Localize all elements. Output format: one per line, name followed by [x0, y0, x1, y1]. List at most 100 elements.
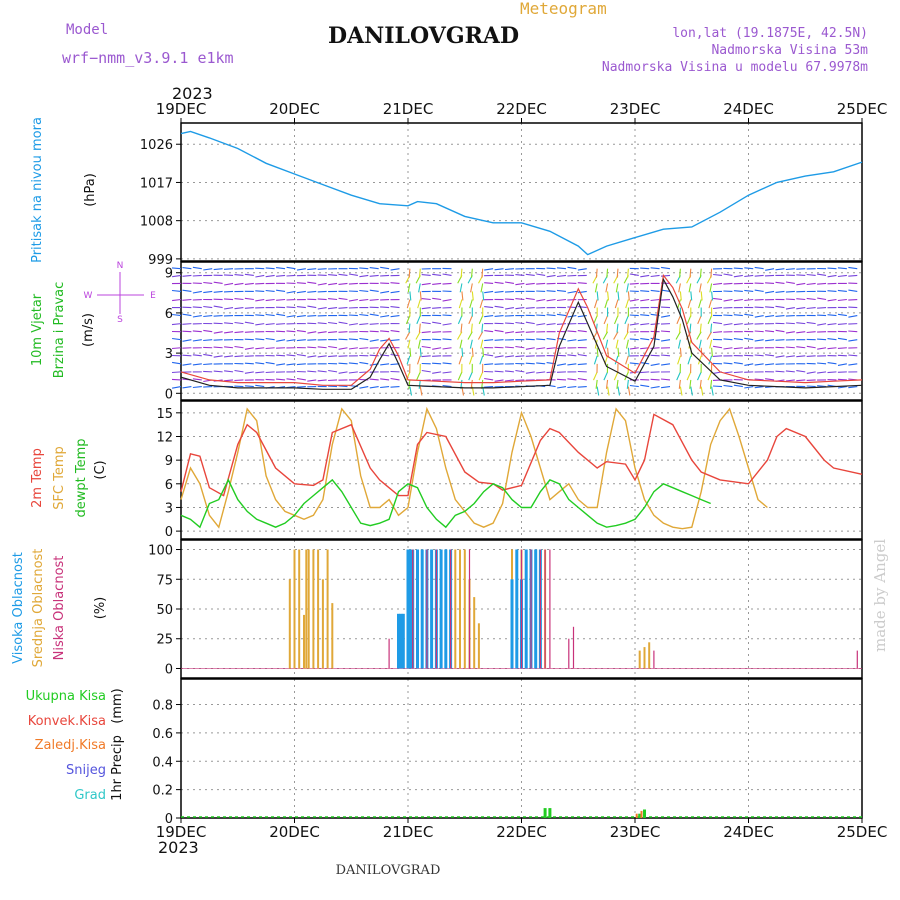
- wind-arrow: [754, 386, 764, 389]
- wind-arrow: [192, 274, 202, 277]
- wind-arrow: [504, 322, 514, 325]
- wind-arrow: [650, 347, 660, 349]
- wind-arrow: [484, 315, 494, 318]
- wind-arrow: [203, 363, 213, 366]
- wind-arrow: [484, 363, 494, 366]
- wind-arrow: [409, 291, 412, 301]
- wind-arrow: [432, 362, 442, 365]
- wind-arrow: [276, 363, 286, 366]
- wind-arrow: [265, 371, 275, 374]
- wind-arrow: [806, 282, 816, 286]
- wind-arrow: [765, 339, 775, 342]
- wind-arrow: [244, 331, 254, 333]
- wind-arrow: [536, 362, 546, 365]
- low-cloud-bar: [520, 549, 523, 669]
- wind-arrow: [244, 385, 254, 388]
- year-bottom: 2023: [158, 838, 199, 857]
- wind-arrow: [359, 298, 369, 302]
- wind-arrow: [234, 345, 244, 349]
- high-cloud-bar: [515, 549, 519, 669]
- wind-arrow: [744, 298, 754, 302]
- wind-arrow: [848, 330, 858, 333]
- wind-arrow: [409, 347, 412, 357]
- wind-arrow: [785, 379, 795, 382]
- ytick-label: 1017: [140, 176, 173, 191]
- wind-arrow: [577, 386, 587, 388]
- wind-arrow: [442, 273, 452, 276]
- low-cloud-bar: [572, 626, 575, 669]
- wind-arrow: [614, 355, 619, 365]
- wind-arrow: [617, 347, 620, 357]
- wind-arrow: [696, 371, 702, 381]
- wind-arrow: [733, 338, 743, 341]
- wind-arrow: [380, 290, 390, 294]
- wind-arrow: [626, 323, 629, 333]
- wind-arrow: [504, 268, 514, 271]
- wind-arrow: [765, 282, 775, 284]
- wind-arrow: [317, 379, 327, 382]
- wind-arrow: [606, 268, 609, 278]
- wind-arrow: [484, 353, 494, 357]
- high-cloud-bar: [406, 549, 410, 669]
- wind-arrow: [390, 268, 400, 271]
- wind-arrow: [827, 323, 837, 326]
- wind-arrow: [765, 290, 775, 294]
- wind-arrow: [660, 330, 671, 333]
- wind-arrow: [557, 386, 567, 389]
- wind-arrow: [407, 339, 411, 349]
- wind-arrow: [629, 338, 639, 341]
- wind-arrow: [504, 298, 514, 301]
- wind-arrow: [338, 282, 348, 285]
- wind-arrow: [432, 282, 442, 285]
- mid-cloud-bar: [305, 549, 308, 669]
- wind-arrow: [733, 290, 743, 293]
- wind-arrow: [678, 323, 681, 333]
- wind-arrow: [837, 386, 847, 389]
- wind-arrow: [806, 385, 816, 388]
- wind-arrow: [213, 281, 223, 284]
- wind-arrow: [380, 315, 390, 318]
- wind-arrow: [244, 362, 254, 365]
- wind-arrow: [192, 330, 202, 333]
- wind-arrow: [709, 379, 713, 389]
- ytick-label: 3: [165, 347, 173, 362]
- wind-arrow: [606, 323, 609, 333]
- wind-arrow: [182, 298, 192, 301]
- wind-arrow: [307, 305, 317, 309]
- wind-arrow: [182, 323, 192, 325]
- wind-arrow: [296, 290, 306, 294]
- wind-arrow: [461, 347, 464, 357]
- wind-arrow: [265, 347, 275, 350]
- wind-arrow: [369, 267, 379, 270]
- wind-arrow: [328, 345, 338, 349]
- wind-arrow: [613, 315, 619, 325]
- wind-arrow: [546, 274, 556, 278]
- cloud-unit: (%): [93, 597, 108, 620]
- low-cloud-bar: [435, 549, 437, 669]
- wind-arrow: [536, 273, 546, 276]
- wind-arrow: [223, 298, 234, 301]
- wind-arrow: [494, 379, 504, 382]
- wind-arrow: [733, 362, 743, 365]
- xtick-label-top: 20DEC: [269, 100, 320, 118]
- wind-arrow: [338, 362, 348, 365]
- wind-arrow: [785, 268, 795, 271]
- mid-cloud-bar: [459, 549, 461, 669]
- wind-arrow: [640, 384, 650, 388]
- wind-arrow: [546, 290, 556, 293]
- wind-arrow: [515, 379, 525, 382]
- ytick-label: 6: [165, 307, 173, 322]
- wind-arrow: [467, 331, 473, 340]
- wind-arrow: [744, 323, 754, 325]
- wind-arrow: [390, 290, 400, 294]
- wind-arrow: [317, 268, 327, 270]
- wind-arrow: [624, 371, 629, 381]
- compass-w: W: [84, 291, 93, 301]
- wind-arrow: [848, 315, 858, 318]
- wind-arrow: [380, 378, 390, 381]
- wind-arrow: [700, 291, 703, 301]
- wind-arrow: [827, 347, 837, 350]
- wind-arrow: [460, 268, 463, 278]
- wind-arrow: [369, 323, 379, 325]
- ytick-label: 25: [156, 633, 173, 648]
